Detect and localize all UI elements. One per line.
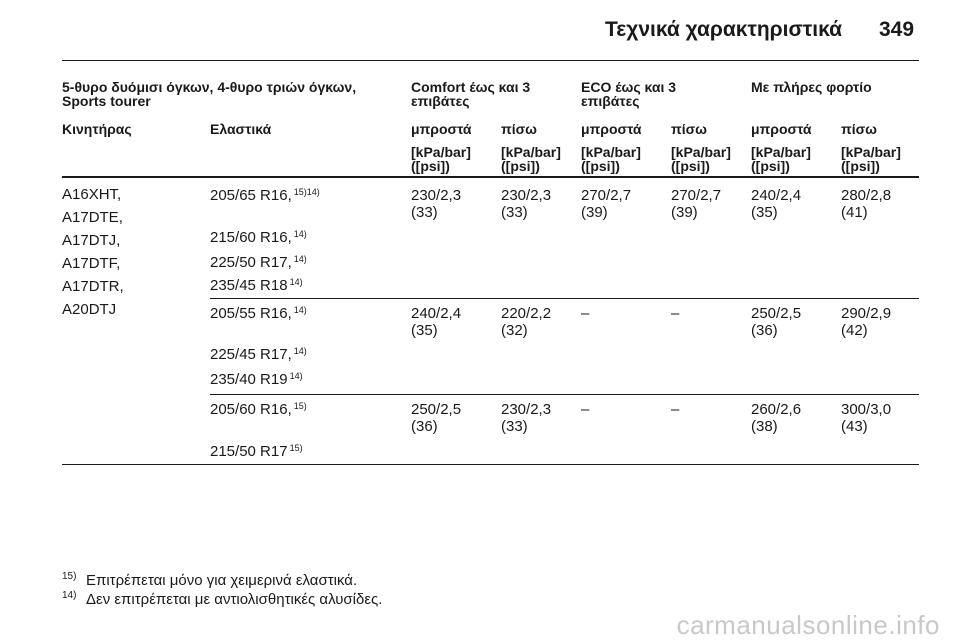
full-load-header-line1: Με πλήρες φορτίο — [751, 79, 872, 95]
engine-1: A17DTE, — [62, 209, 123, 226]
vehicle-group-header: 5-θυρο δυόμισι όγκων, 4-θυρο τριών όγκων… — [62, 80, 356, 108]
pressure-value: – — [671, 305, 680, 322]
tyre-size: 225/50 R17, 14) — [210, 254, 307, 271]
full-rear-header: πίσω — [841, 121, 878, 137]
pressure-value: 270/2,7 (39) — [581, 187, 632, 221]
pressure-value: 250/2,5 (36) — [751, 305, 802, 339]
pressure-value: 270/2,7 (39) — [671, 187, 722, 221]
tyre-size: 215/60 R16, 14) — [210, 229, 307, 246]
engine-4: A17DTR, — [62, 278, 124, 295]
comfort-header-line1: Comfort έως και 3 — [411, 79, 531, 95]
tyre-size: 235/45 R18 14) — [210, 277, 303, 294]
comfort-header-line2: επιβάτες — [411, 93, 470, 109]
eco-group-header: ECO έως και 3 επιβάτες — [581, 80, 676, 108]
tyre-size: 205/65 R16, 15)14) — [210, 187, 320, 204]
table-bottom-rule — [62, 464, 919, 465]
tyre-size: 205/60 R16, 15) — [210, 401, 307, 418]
footnote-text: Δεν επιτρέπεται με αντιολισθητικές αλυσί… — [86, 591, 383, 608]
eco-header-line2: επιβάτες — [581, 93, 640, 109]
pressure-value: – — [671, 401, 680, 418]
unit-header-comfort-front: [kPa/bar] ([psi]) — [411, 144, 471, 174]
pressure-value: 300/3,0 (43) — [841, 401, 892, 435]
unit-header-full-rear: [kPa/bar] ([psi]) — [841, 144, 901, 174]
pressure-value: 240/2,4 (35) — [751, 187, 802, 221]
comfort-front-header: μπροστά — [411, 121, 472, 137]
page-number: 349 — [879, 18, 915, 41]
pressure-value: 240/2,4 (35) — [411, 305, 462, 339]
engine-3: A17DTF, — [62, 255, 121, 272]
unit-header-eco-front: [kPa/bar] ([psi]) — [581, 144, 641, 174]
eco-rear-header: πίσω — [671, 121, 708, 137]
table-header-rule — [62, 176, 919, 178]
pressure-value: 220/2,2 (32) — [501, 305, 552, 339]
pressure-value: 280/2,8 (41) — [841, 187, 892, 221]
comfort-group-header: Comfort έως και 3 επιβάτες — [411, 80, 530, 108]
pressure-value: 230/2,3 (33) — [501, 401, 552, 435]
tyre-size: 235/40 R19 14) — [210, 371, 303, 388]
full-front-header: μπροστά — [751, 121, 812, 137]
vehicle-header-line1: 5-θυρο δυόμισι όγκων, 4-θυρο τριών όγκων… — [62, 79, 357, 95]
engine-5: A20DTJ — [62, 301, 117, 318]
engine-2: A17DTJ, — [62, 232, 121, 249]
footnote-number: 15) — [62, 571, 77, 582]
tyres-column-header: Ελαστικά — [210, 121, 272, 137]
footnote-number: 14) — [62, 590, 77, 601]
engine-column-header: Κινητήρας — [62, 121, 132, 137]
comfort-rear-header: πίσω — [501, 121, 538, 137]
pressure-value: 230/2,3 (33) — [411, 187, 462, 221]
pressure-value: – — [581, 305, 590, 322]
tyre-size: 215/50 R17 15) — [210, 443, 303, 460]
pressure-value: 250/2,5 (36) — [411, 401, 462, 435]
pressure-value: 290/2,9 (42) — [841, 305, 892, 339]
engine-0: A16XHT, — [62, 186, 122, 203]
pressure-value: – — [581, 401, 590, 418]
tyre-size: 205/55 R16, 14) — [210, 305, 307, 322]
unit-header-full-front: [kPa/bar] ([psi]) — [751, 144, 811, 174]
header-rule — [62, 60, 919, 61]
unit-header-comfort-rear: [kPa/bar] ([psi]) — [501, 144, 561, 174]
page-title: Τεχνικά χαρακτηριστικά — [605, 18, 842, 41]
group-divider — [210, 298, 919, 299]
unit-header-eco-rear: [kPa/bar] ([psi]) — [671, 144, 731, 174]
footnote-text: Επιτρέπεται μόνο για χειμερινά ελαστικά. — [86, 572, 358, 589]
watermark: carmanualsonline.info — [676, 610, 940, 640]
vehicle-header-line2: Sports tourer — [62, 93, 151, 109]
tyre-size: 225/45 R17, 14) — [210, 346, 307, 363]
eco-header-line1: ECO έως και 3 — [581, 79, 677, 95]
pressure-value: 230/2,3 (33) — [501, 187, 552, 221]
pressure-value: 260/2,6 (38) — [751, 401, 802, 435]
eco-front-header: μπροστά — [581, 121, 642, 137]
full-load-group-header: Με πλήρες φορτίο — [751, 80, 872, 94]
group-divider — [210, 394, 919, 395]
